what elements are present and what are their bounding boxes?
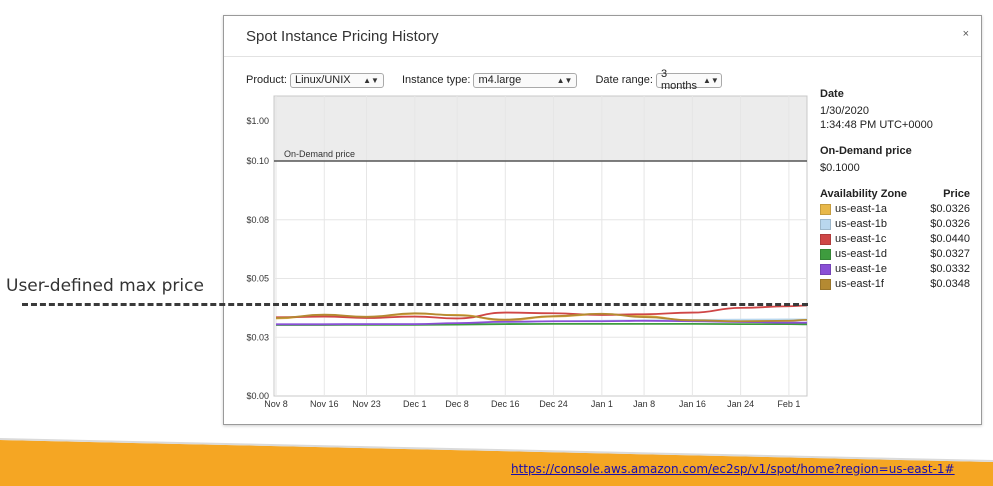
price-heading: Price [943,188,970,200]
az-heading: Availability Zone [820,188,908,200]
series-line-us-east-1f [275,312,808,323]
az-row[interactable]: us-east-1a $0.0326 [820,203,970,215]
y-tick-label: $1.00 [246,116,269,126]
x-tick-label: Nov 16 [310,399,339,409]
select-arrows-icon: ▲▼ [703,75,719,85]
az-name: us-east-1d [835,248,887,260]
az-row[interactable]: us-east-1b $0.0326 [820,218,970,230]
az-price: $0.0440 [930,233,970,245]
date-range-value: 3 months [660,68,698,92]
pricing-chart[interactable]: $0.00 $0.03 $0.05 $0.08 $0.10 $1.00 Nov 8 Nov 1… [224,91,814,411]
az-price: $0.0327 [930,248,970,260]
legend-swatch [820,203,831,215]
az-list: us-east-1a $0.0326 us-east-1b $0.0326 us-eas… [820,203,970,290]
date-range-select[interactable]: 3 months ▲▼ [655,68,722,92]
az-row[interactable]: us-east-1e $0.0332 [820,263,970,275]
dialog-title: Spot Instance Pricing History [246,28,439,45]
x-tick-label: Dec 8 [445,399,469,409]
az-name: us-east-1e [835,263,887,275]
filter-bar: Product: Linux/UNIX ▲▼ Instance type: m4… [246,68,740,92]
legend-swatch [820,233,831,245]
x-tick-label: Nov 8 [264,399,288,409]
x-tick-label: Jan 16 [679,399,706,409]
x-tick-label: Jan 8 [633,399,655,409]
y-tick-label: $0.08 [246,215,269,225]
pricing-history-dialog: Spot Instance Pricing History × Product:… [223,15,982,425]
az-price: $0.0326 [930,218,970,230]
pricing-chart-area: $0.00 $0.03 $0.05 $0.08 $0.10 $1.00 Nov 8 Nov 1… [224,91,814,411]
product-value: Linux/UNIX [294,74,351,86]
x-tick-label: Dec 1 [403,399,427,409]
az-table-header: Availability Zone Price [820,188,970,200]
az-name: us-east-1c [835,233,887,245]
y-tick-label: $0.03 [246,332,269,342]
max-price-dashed-line [22,303,808,306]
series-line-us-east-1c [275,304,808,320]
instance-type-value: m4.large [478,74,522,86]
x-tick-label: Nov 23 [352,399,381,409]
product-select[interactable]: Linux/UNIX ▲▼ [289,72,384,88]
y-tick-label: $0.05 [246,274,269,284]
product-label: Product: [246,74,287,86]
az-row[interactable]: us-east-1d $0.0327 [820,248,970,260]
instance-type-select[interactable]: m4.large ▲▼ [473,72,578,88]
plot-border [273,95,808,397]
max-price-annotation: User-defined max price [6,276,204,296]
x-tick-label: Feb 1 [777,399,800,409]
instance-type-label: Instance type: [401,74,471,86]
dialog-header: Spot Instance Pricing History × [224,16,981,57]
az-name: us-east-1f [835,278,884,290]
az-row[interactable]: us-east-1c $0.0440 [820,233,970,245]
x-tick-label: Dec 24 [539,399,568,409]
legend-swatch [820,218,831,230]
footer-accent-bar [0,438,993,486]
select-arrows-icon: ▲▼ [556,75,573,85]
console-url-link[interactable]: https://console.aws.amazon.com/ec2sp/v1/… [511,462,955,476]
ondemand-value: $0.1000 [820,162,860,174]
legend-swatch [820,248,831,260]
y-tick-label: $0.10 [246,156,269,166]
y-tick-label: $0.00 [246,391,269,401]
x-tick-label: Jan 1 [591,399,613,409]
az-price: $0.0348 [930,278,970,290]
az-price: $0.0332 [930,263,970,275]
ondemand-label: On-Demand price [284,149,355,159]
details-panel: Date 1/30/2020 1:34:48 PM UTC+0000 On-De… [820,88,970,290]
date-heading: Date [820,88,844,100]
close-icon[interactable]: × [962,28,969,40]
date-value: 1/30/2020 [820,105,869,117]
x-tick-label: Jan 24 [727,399,754,409]
az-price: $0.0326 [930,203,970,215]
ondemand-region [274,96,807,161]
select-arrows-icon: ▲▼ [363,75,379,85]
ondemand-heading: On-Demand price [820,145,912,157]
legend-swatch [820,278,831,290]
x-tick-label: Dec 16 [491,399,520,409]
az-name: us-east-1b [835,218,887,230]
legend-swatch [820,263,831,275]
date-range-label: Date range: [595,74,653,86]
az-name: us-east-1a [835,203,887,215]
az-row[interactable]: us-east-1f $0.0348 [820,278,970,290]
time-value: 1:34:48 PM UTC+0000 [820,119,933,131]
